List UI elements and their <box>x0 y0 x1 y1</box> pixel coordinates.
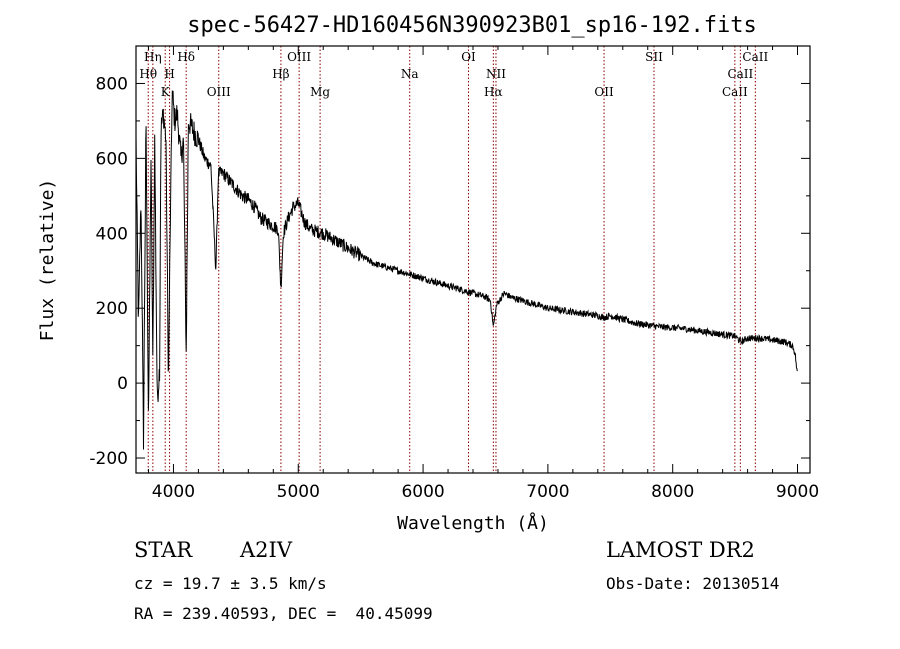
line-label-17: CaII <box>742 50 768 64</box>
line-label-5: OIII <box>207 85 231 99</box>
x-tick-label-3: 7000 <box>526 482 569 502</box>
plot-frame <box>135 45 811 474</box>
chart-title: spec-56427-HD160456N390923B01_sp16-192.f… <box>187 13 757 38</box>
y-tick-label-0: -200 <box>89 449 128 469</box>
line-label-3: H <box>164 67 174 81</box>
x-tick-label-2: 6000 <box>401 482 444 502</box>
line-label-14: SII <box>645 50 663 64</box>
line-label-10: OI <box>461 50 476 64</box>
line-label-7: OIII <box>287 50 311 64</box>
line-label-9: Na <box>401 67 419 81</box>
y-tick-label-4: 600 <box>96 149 128 169</box>
line-label-16: CaII <box>727 67 753 81</box>
line-label-1: Hθ <box>139 67 157 81</box>
y-tick-label-1: 0 <box>117 374 128 394</box>
line-label-15: CaII <box>722 85 748 99</box>
x-tick-label-1: 5000 <box>277 482 320 502</box>
x-tick-label-4: 8000 <box>651 482 694 502</box>
x-tick-label-0: 4000 <box>152 482 195 502</box>
axes <box>135 45 811 474</box>
survey-label: LAMOST DR2 <box>606 538 755 562</box>
spectrum-line <box>135 90 798 450</box>
y-tick-label-2: 200 <box>96 299 128 319</box>
tick-marks: 4000 5000 6000 7000 8000 9000 -200 0 200 400 600 80… <box>89 45 819 502</box>
y-tick-label-3: 400 <box>96 224 128 244</box>
ra-dec-coordinates: RA = 239.40593, DEC = 40.45099 <box>134 604 433 623</box>
line-label-6: Hβ <box>272 67 289 81</box>
y-tick-label-5: 800 <box>96 74 128 94</box>
x-axis-label: Wavelength (Å) <box>397 512 549 534</box>
line-label-0: Hη <box>144 50 162 64</box>
redshift-cz: cz = 19.7 ± 3.5 km/s <box>134 574 327 593</box>
object-subclass: A2IV <box>240 538 292 562</box>
y-axis-label: Flux (relative) <box>37 179 58 342</box>
line-label-2: K <box>161 85 171 99</box>
observation-date: Obs-Date: 20130514 <box>606 574 780 593</box>
line-label-11: NII <box>486 67 506 81</box>
line-label-12: Hα <box>484 85 503 99</box>
line-label-8: Mg <box>310 85 330 99</box>
x-tick-label-5: 9000 <box>776 482 819 502</box>
line-label-13: OII <box>594 85 614 99</box>
object-class: STAR <box>134 538 193 562</box>
line-label-4: Hδ <box>177 50 195 64</box>
